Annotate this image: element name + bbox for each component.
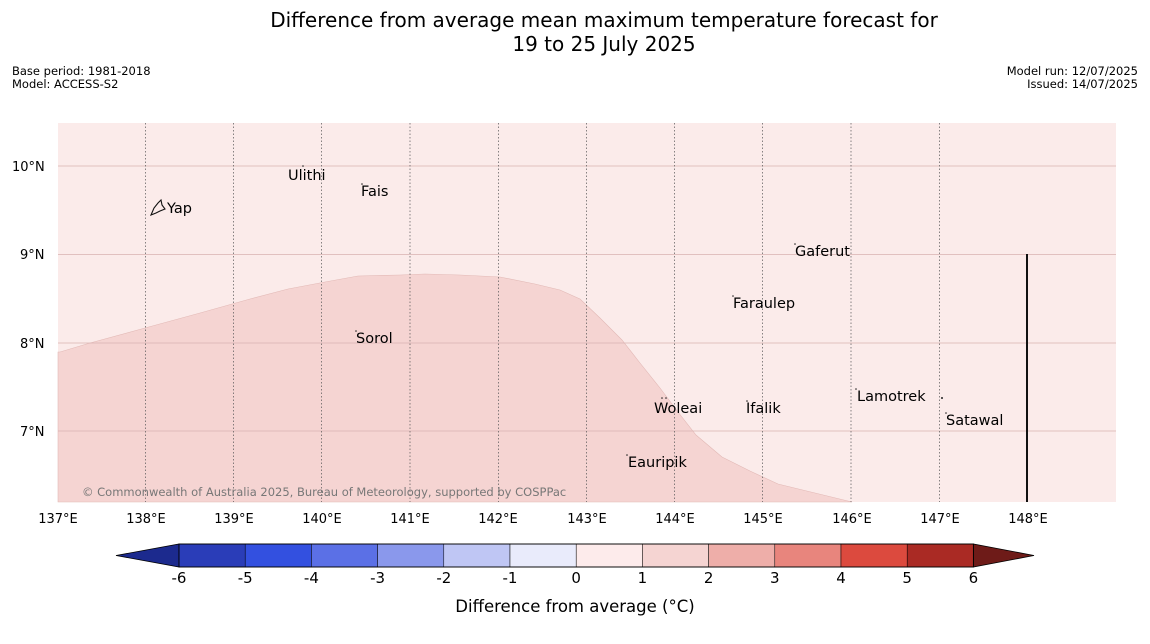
map-title: Difference from average mean maximum tem…	[0, 8, 1150, 56]
colorbar-tick-label: 4	[836, 569, 846, 587]
lon-label: 146°E	[832, 512, 872, 527]
colorbar-segment	[178, 543, 246, 568]
issued-text: Issued: 14/07/2025	[1027, 77, 1138, 91]
island-dot	[945, 412, 947, 414]
place-label-fais: Fais	[361, 184, 388, 200]
island-dot	[355, 330, 357, 332]
colorbar: -6 -5 -4 -3 -2 -1 0 1 2 3 4 5 6	[115, 543, 1035, 587]
colorbar-tick-label: 5	[902, 569, 912, 587]
island-dot	[746, 400, 748, 402]
colorbar-tick-label: -5	[238, 569, 253, 587]
colorbar-tick-label: -3	[370, 569, 385, 587]
place-label-faraulep: Faraulep	[733, 296, 795, 312]
colorbar-tick-label: 0	[571, 569, 581, 587]
colorbar-segment	[575, 543, 643, 568]
colorbar-tick-label: 1	[638, 569, 648, 587]
colorbar-segment	[642, 543, 709, 568]
anomaly-region-1-to-2	[57, 273, 853, 503]
colorbar-extend-high	[973, 543, 1035, 568]
colorbar-segment	[509, 543, 577, 568]
colorbar-segment	[708, 543, 776, 568]
island-dot	[732, 295, 734, 297]
lon-label: 140°E	[302, 512, 342, 527]
copyright-text: © Commonwealth of Australia 2025, Bureau…	[82, 485, 566, 499]
island-dot	[361, 183, 363, 185]
place-label-ifalik: Ifalik	[746, 401, 781, 417]
lon-label: 142°E	[478, 512, 518, 527]
colorbar-tick-label: 6	[969, 569, 979, 587]
island-dot	[302, 165, 304, 167]
place-label-sorol: Sorol	[356, 331, 393, 347]
lat-label: 9°N	[20, 248, 45, 263]
model-run-text: Model run: 12/07/2025	[1006, 64, 1138, 78]
place-label-lamotrek: Lamotrek	[857, 389, 926, 405]
island-dot	[794, 243, 796, 245]
longitude-gridlines	[145, 123, 940, 502]
island-markers	[302, 165, 947, 456]
colorbar-tick-label: -4	[304, 569, 319, 587]
lon-label: 139°E	[214, 512, 254, 527]
island-dot	[665, 397, 667, 399]
place-label-eauripik: Eauripik	[628, 455, 687, 471]
island-dot	[855, 388, 857, 390]
lat-label: 10°N	[12, 160, 45, 175]
place-label-gaferut: Gaferut	[795, 244, 850, 260]
colorbar-tick-label: -1	[503, 569, 518, 587]
colorbar-extend-low	[115, 543, 180, 568]
title-line-1: Difference from average mean maximum tem…	[270, 8, 938, 32]
model-text: Model: ACCESS-S2	[12, 77, 119, 91]
colorbar-tick-label: -2	[436, 569, 451, 587]
colorbar-segment	[906, 543, 974, 568]
colorbar-segment	[443, 543, 511, 568]
place-label-ulithi: Ulithi	[288, 168, 326, 184]
lon-label: 148°E	[1008, 512, 1048, 527]
title-line-2: 19 to 25 July 2025	[512, 32, 696, 56]
lon-labels: 137°E 138°E 139°E 140°E 141°E 142°E 143°…	[38, 512, 1048, 527]
colorbar-segment	[377, 543, 445, 568]
island-dot	[661, 397, 663, 399]
lon-label: 137°E	[38, 512, 78, 527]
colorbar-label: Difference from average (°C)	[455, 597, 694, 616]
place-label-yap: Yap	[166, 201, 192, 217]
island-dot	[626, 454, 628, 456]
yap-island-shape	[149, 198, 166, 217]
colorbar-segment	[840, 543, 908, 568]
lon-label: 147°E	[920, 512, 960, 527]
colorbar-segment	[774, 543, 842, 568]
colorbar-tick-label: 2	[704, 569, 714, 587]
metadata-left: Base period: 1981-2018 Model: ACCESS-S2	[12, 65, 151, 91]
base-period-text: Base period: 1981-2018	[12, 64, 151, 78]
colorbar-outline	[178, 543, 974, 568]
colorbar-segment	[244, 543, 312, 568]
lat-label: 8°N	[20, 337, 45, 352]
place-label-satawal: Satawal	[946, 413, 1003, 429]
lat-label: 7°N	[20, 425, 45, 440]
lon-label: 141°E	[390, 512, 430, 527]
lon-label: 144°E	[655, 512, 695, 527]
place-label-woleai: Woleai	[654, 401, 702, 417]
colorbar-tick-label: -6	[172, 569, 187, 587]
lon-label: 138°E	[126, 512, 166, 527]
metadata-right: Model run: 12/07/2025 Issued: 14/07/2025	[1007, 65, 1138, 91]
colorbar-segment	[311, 543, 378, 568]
lon-label: 145°E	[743, 512, 783, 527]
colorbar-tick-label: 3	[770, 569, 780, 587]
island-dot	[941, 397, 943, 399]
lon-label: 143°E	[567, 512, 607, 527]
